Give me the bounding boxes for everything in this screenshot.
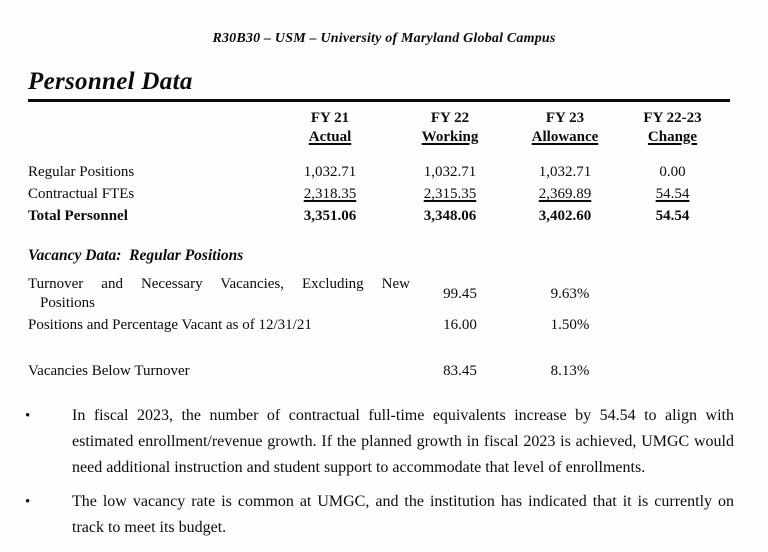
vacancy-row-vacant-positions: Positions and Percentage Vacant as of 12… [28,316,768,335]
vacancy-label-line1: Turnover and Necessary Vacancies, Exclud… [28,276,410,292]
document-header: R30B30 – USM – University of Maryland Gl… [212,31,556,46]
vacancy-row-label: Positions and Percentage Vacant as of 12… [28,317,312,333]
table-row-regular-positions: Regular Positions 1,032.71 1,032.71 1,03… [28,161,768,183]
column-header-fy21-type: Actual [308,129,352,145]
column-header-fy22-year: FY 22 [430,110,470,126]
cell-fy22: 3,348.06 [423,208,477,224]
cell-fy23: 3,402.60 [538,208,592,224]
bullet-icon: • [25,494,31,510]
vacancy-label-line2: Positions [40,295,96,311]
column-header-fy21-year: FY 21 [310,110,350,126]
vacancy-percent: 9.63% [550,285,590,302]
column-header-fy22: FY 22 Working [390,109,510,147]
table-row-total-personnel: Total Personnel 3,351.06 3,348.06 3,402.… [28,205,768,227]
cell-change: 0.00 [659,164,686,180]
cell-fy21: 3,351.06 [303,208,357,224]
table-row-contractual-ftes: Contractual FTEs 2,318.35 2,315.35 2,369… [28,183,768,205]
personnel-table-header-row: FY 21 Actual FY 22 Working FY 23 Allowan… [28,109,768,147]
column-header-fy23-year: FY 23 [545,110,585,126]
cell-fy22: 2,315.35 [390,183,510,205]
column-header-fy23-type: Allowance [531,129,599,145]
cell-fy22: 1,032.71 [423,164,477,180]
underlined-value: 2,369.89 [538,186,592,202]
column-header-fy23: FY 23 Allowance [510,109,620,147]
header-spacer [28,109,270,147]
column-header-fy21: FY 21 Actual [270,109,390,147]
vacancy-percent: 8.13% [550,363,590,379]
underlined-value: 54.54 [655,186,690,202]
notes-bullet-list: • In fiscal 2023, the number of contract… [0,403,768,541]
column-header-change-year: FY 22-23 [643,110,702,126]
cell-fy21: 2,318.35 [270,183,390,205]
column-header-change-type: Change [647,129,698,145]
bullet-text: The low vacancy rate is common at UMGC, … [72,493,734,536]
cell-fy21: 1,032.71 [303,164,357,180]
vacancy-count: 83.45 [443,363,477,379]
vacancy-row-turnover: Turnover and Necessary Vacancies, Exclud… [28,275,768,313]
bullet-icon: • [25,408,31,424]
underlined-value: 2,315.35 [423,186,477,202]
cell-fy23: 1,032.71 [538,164,592,180]
bullet-item-low-vacancy: • The low vacancy rate is common at UMGC… [25,489,734,541]
cell-fy23: 2,369.89 [510,183,620,205]
column-header-fy22-type: Working [421,129,479,145]
bullet-text: In fiscal 2023, the number of contractua… [72,407,734,476]
vacancy-row-label: Turnover and Necessary Vacancies, Exclud… [28,275,410,313]
vacancy-count: 99.45 [443,285,477,302]
vacancy-row-label: Vacancies Below Turnover [28,363,190,379]
row-label: Regular Positions [28,164,135,180]
bullet-item-contractual-growth: • In fiscal 2023, the number of contract… [25,403,734,481]
row-label: Total Personnel [28,208,128,224]
vacancy-row-below-turnover: Vacancies Below Turnover 83.45 8.13% [28,362,768,381]
vacancy-section-heading: Vacancy Data: Regular Positions [28,247,244,264]
column-header-change: FY 22-23 Change [620,109,725,147]
page-title: Personnel Data [28,68,193,95]
cell-change: 54.54 [655,208,690,224]
vacancy-table: Turnover and Necessary Vacancies, Exclud… [28,275,768,381]
vacancy-percent: 1.50% [550,317,590,333]
vacancy-count: 16.00 [443,317,477,333]
underlined-value: 2,318.35 [303,186,357,202]
cell-change: 54.54 [620,183,725,205]
row-label: Contractual FTEs [28,186,135,202]
title-underline-rule: Personnel Data [28,68,730,102]
personnel-table: FY 21 Actual FY 22 Working FY 23 Allowan… [28,109,768,227]
